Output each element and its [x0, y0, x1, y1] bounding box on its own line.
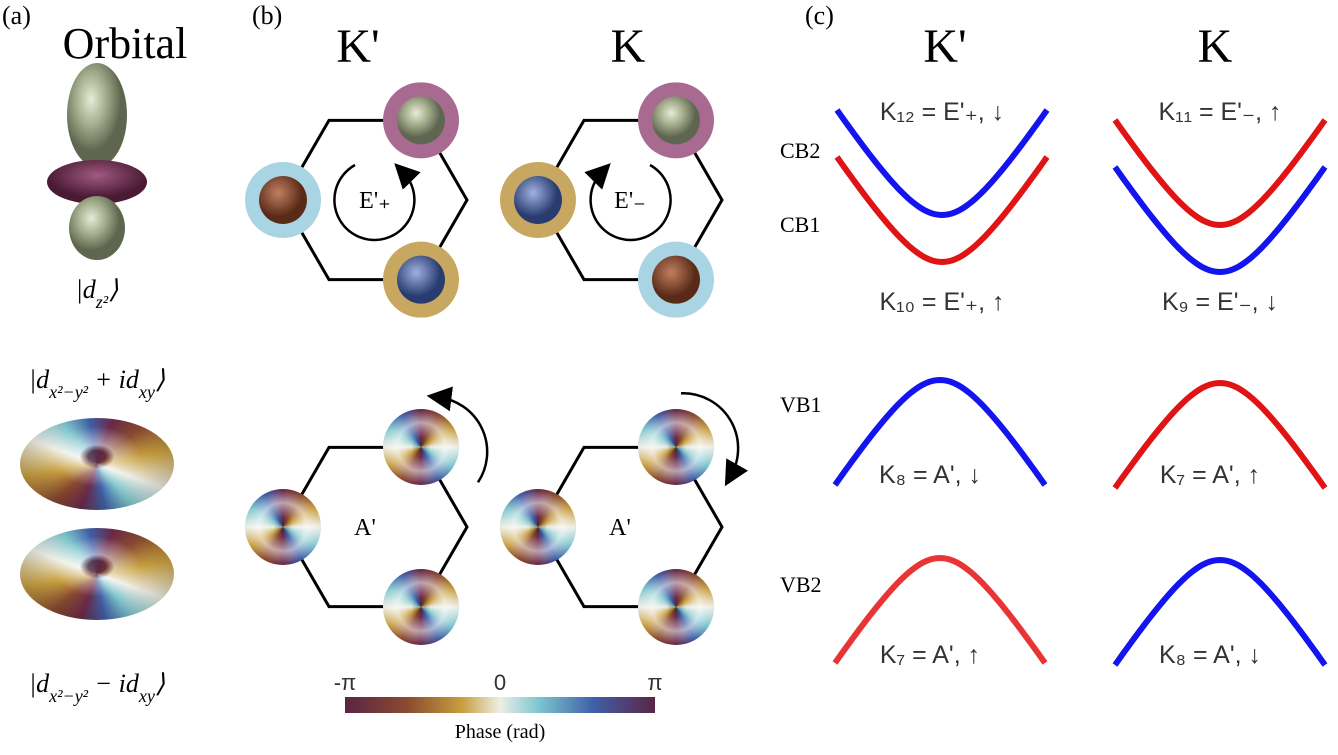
- ket-text: |d: [76, 275, 97, 304]
- phase-site: [638, 569, 714, 645]
- ket-text: |d: [29, 365, 50, 394]
- ket-text: ⟩: [155, 365, 165, 394]
- site-core: [514, 176, 562, 224]
- panel-label: (a): [2, 1, 31, 30]
- orbital-lobe: [67, 63, 127, 167]
- ket-subscript: xy: [138, 686, 155, 706]
- colorbar-tick: π: [647, 670, 662, 695]
- phase-site: [383, 569, 459, 645]
- phase-site: [638, 409, 714, 485]
- band-name: CB2: [780, 138, 820, 163]
- ket-text: − id: [88, 669, 140, 698]
- colorbar-tick: 0: [494, 670, 506, 695]
- orbital-donut: [20, 528, 174, 620]
- figure: (a) Orbital |dz²⟩ |dx²−y² + idxy⟩ |dx²−y…: [0, 0, 1338, 755]
- panel-label: (b): [252, 1, 282, 30]
- ket: |dz²⟩: [76, 275, 119, 312]
- phase-site: [383, 409, 459, 485]
- band-label: K₁₂ = E'₊, ↓: [880, 98, 1004, 126]
- phase-site: [245, 489, 321, 565]
- colorbar-tick: -π: [334, 670, 357, 695]
- ket: |dx²−y² + idxy⟩: [29, 365, 165, 402]
- ket-subscript: xy: [138, 382, 155, 402]
- valley-label: K: [611, 20, 646, 73]
- colorbar: [345, 697, 655, 713]
- band-label: K₇ = A', ↑: [880, 641, 980, 669]
- valley-label: K': [336, 20, 379, 73]
- band-name: VB1: [780, 392, 822, 417]
- valley-label: K': [923, 20, 966, 73]
- irrep-label: A': [609, 515, 631, 541]
- site-core: [652, 96, 700, 144]
- irrep-label: A': [354, 515, 376, 541]
- band-name: VB2: [780, 572, 822, 597]
- ket-text: ⟩: [108, 275, 118, 304]
- site-core: [259, 176, 307, 224]
- band-label: K₁₀ = E'₊, ↑: [879, 288, 1004, 316]
- colorbar-label: Phase (rad): [455, 721, 546, 743]
- irrep-label: E'₋: [614, 188, 646, 214]
- ket-text: + id: [88, 365, 140, 394]
- ket-subscript: x²−y²: [48, 382, 89, 402]
- ket-text: ⟩: [155, 669, 165, 698]
- band-name: CB1: [780, 212, 820, 237]
- ket-subscript: z²: [95, 292, 109, 312]
- panel-label: (c): [805, 1, 834, 30]
- ket-subscript: x²−y²: [48, 686, 89, 706]
- band-label: K₇ = A', ↑: [1160, 461, 1260, 489]
- valley-label: K: [1198, 20, 1233, 73]
- band-label: K₁₁ = E'₋, ↑: [1158, 98, 1281, 126]
- band-label: K₈ = A', ↓: [1159, 641, 1261, 669]
- orbital-lobe: [69, 196, 125, 260]
- phase-site: [500, 489, 576, 565]
- band-label: K₉ = E'₋, ↓: [1162, 288, 1278, 316]
- band-curve: [1115, 167, 1325, 272]
- site-core: [652, 256, 700, 304]
- irrep-label: E'₊: [359, 188, 391, 214]
- orbital-donut: [20, 418, 174, 510]
- ket: |dx²−y² − idxy⟩: [29, 669, 165, 706]
- band-curve: [837, 157, 1047, 262]
- ket-text: |d: [29, 669, 50, 698]
- site-core: [397, 96, 445, 144]
- band-label: K₈ = A', ↓: [879, 461, 981, 489]
- site-core: [397, 256, 445, 304]
- panel-title: Orbital: [63, 19, 188, 68]
